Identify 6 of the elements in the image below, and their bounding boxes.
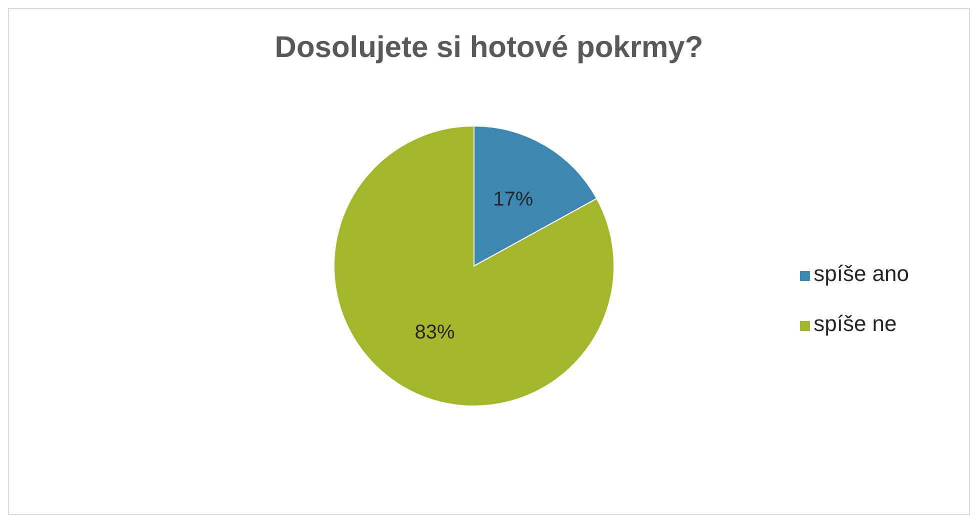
pie-slice <box>334 126 614 406</box>
legend-label: spíše ne <box>814 310 897 336</box>
chart-title: Dosolujete si hotové pokrmy? <box>274 30 704 66</box>
data-label: 17% <box>493 188 534 211</box>
data-label: 83% <box>414 321 456 344</box>
legend-label: spíše ano <box>814 260 909 286</box>
